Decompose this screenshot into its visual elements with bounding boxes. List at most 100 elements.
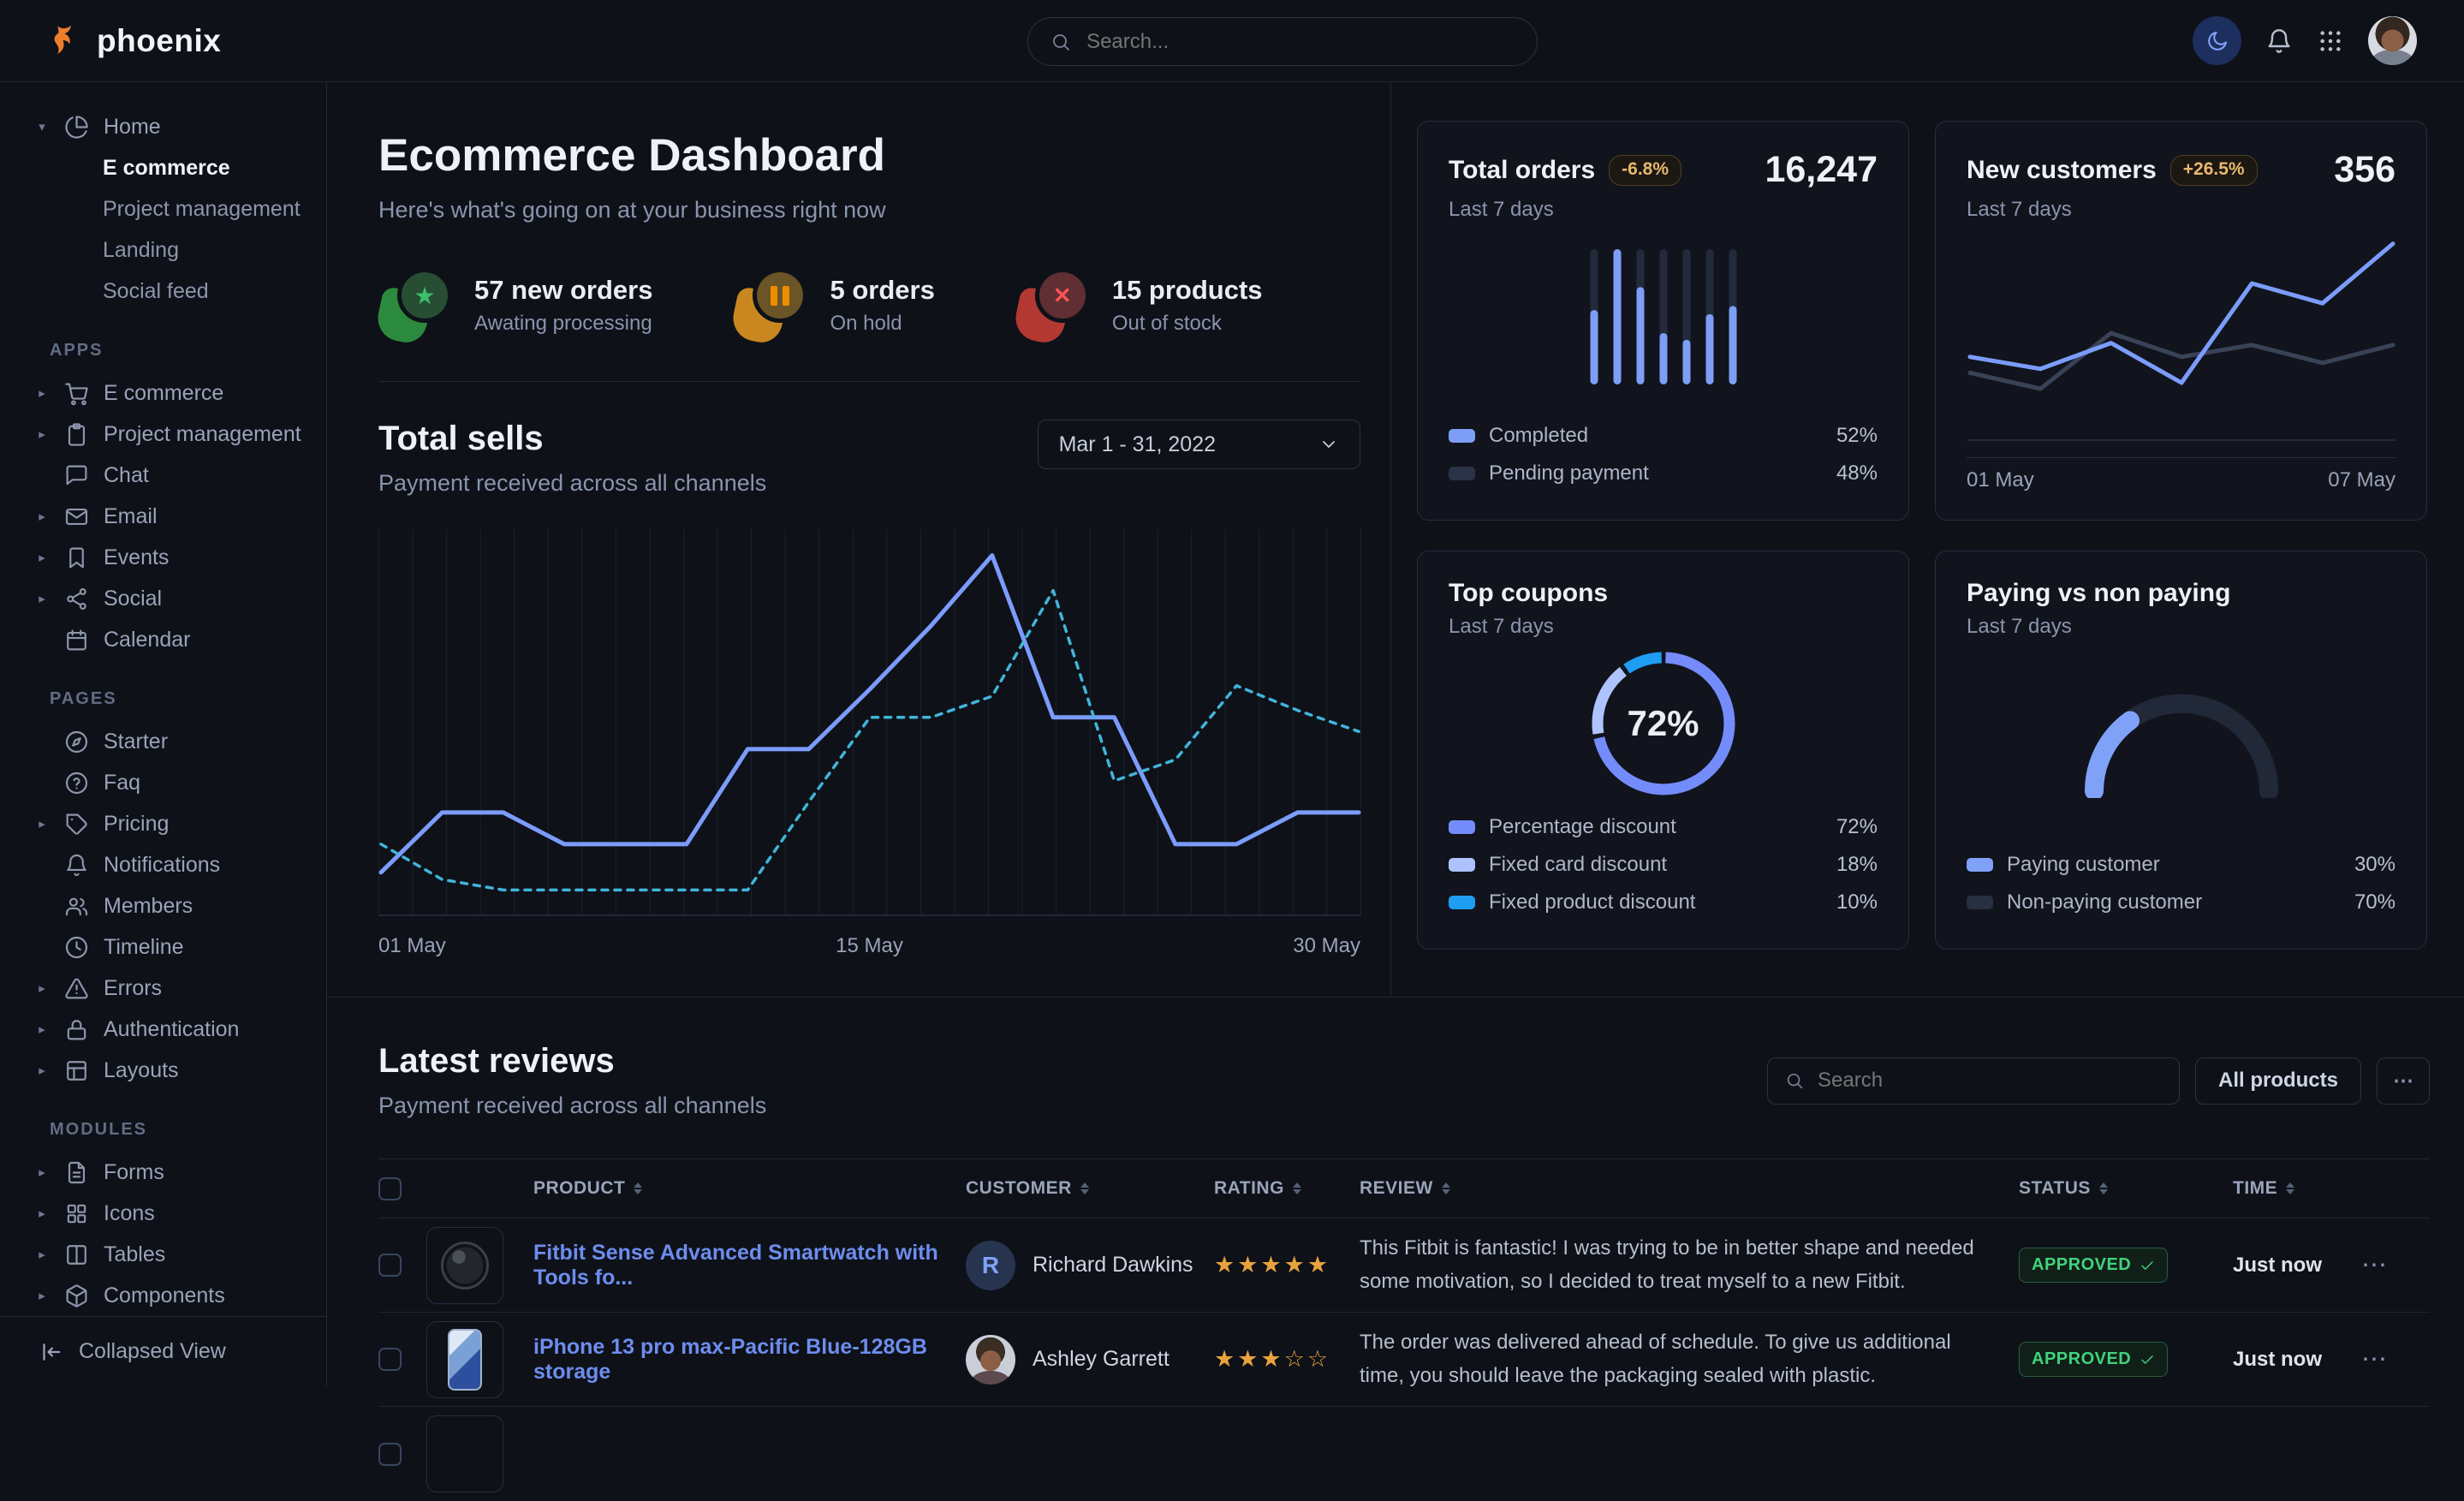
chevron-right-icon: ▸ xyxy=(34,1022,50,1037)
chevron-down-icon xyxy=(1318,434,1339,455)
row-checkbox[interactable] xyxy=(378,1254,402,1277)
sidebar-item-social[interactable]: ▸ Social xyxy=(34,578,306,619)
stat-out-of-stock: ✕ 15 products Out of stock xyxy=(1016,268,1263,342)
sidebar-item-pricing[interactable]: ▸ Pricing xyxy=(34,803,306,844)
customer-initial-avatar: R xyxy=(966,1241,1015,1290)
apps-grid-icon xyxy=(2317,27,2344,55)
column-review[interactable]: REVIEW xyxy=(1360,1178,2019,1199)
help-circle-icon xyxy=(64,771,89,795)
sidebar-item-members[interactable]: Members xyxy=(34,885,306,926)
brand-logo[interactable]: phoenix xyxy=(47,23,221,59)
legend-completed: Completed 52% xyxy=(1449,417,1878,455)
sidebar-item-email[interactable]: ▸ Email xyxy=(34,496,306,537)
box-icon xyxy=(64,1284,89,1308)
legend-paying-customer: Paying customer 30% xyxy=(1967,846,2396,884)
kpi-cards-column: Total orders -6.8% 16,247 Last 7 days Co… xyxy=(1391,82,2464,997)
sort-icon xyxy=(2286,1182,2294,1194)
sidebar: ▾ Home E commerce Project management Lan… xyxy=(0,82,327,1386)
legend-pending-payment: Pending payment 48% xyxy=(1449,455,1878,492)
date-range-select[interactable]: Mar 1 - 31, 2022 xyxy=(1038,420,1360,469)
sidebar-item-errors[interactable]: ▸ Errors xyxy=(34,968,306,1009)
sidebar-section-apps: APPS xyxy=(50,341,306,360)
column-customer[interactable]: CUSTOMER xyxy=(966,1178,1214,1199)
product-thumbnail[interactable] xyxy=(426,1415,503,1492)
column-status[interactable]: STATUS xyxy=(2019,1178,2233,1199)
total-sells-title: Total sells xyxy=(378,420,766,458)
dashboard-main-column: Ecommerce Dashboard Here's what's going … xyxy=(327,82,1391,997)
select-all-checkbox[interactable] xyxy=(378,1177,402,1200)
sidebar-item-events[interactable]: ▸ Events xyxy=(34,537,306,578)
chevron-right-icon: ▸ xyxy=(34,1247,50,1262)
row-checkbox[interactable] xyxy=(378,1443,402,1466)
x-tick: 01 May xyxy=(1967,468,2034,492)
row-more-button[interactable]: ⋯ xyxy=(2361,1250,2430,1280)
sidebar-item-tables[interactable]: ▸ Tables xyxy=(34,1234,306,1275)
sidebar-item-landing[interactable]: Landing xyxy=(34,229,306,271)
all-products-filter-button[interactable]: All products xyxy=(2195,1057,2361,1105)
reviews-more-button[interactable]: ⋯ xyxy=(2377,1057,2430,1105)
sidebar-item-notifications[interactable]: Notifications xyxy=(34,844,306,885)
sidebar-item-starter[interactable]: Starter xyxy=(34,721,306,762)
mail-icon xyxy=(64,504,89,529)
customer-photo-avatar xyxy=(966,1335,1015,1385)
chevron-right-icon: ▸ xyxy=(34,385,50,401)
status-badge: APPROVED xyxy=(2019,1342,2168,1377)
product-link[interactable]: Fitbit Sense Advanced Smartwatch with To… xyxy=(533,1241,938,1290)
status-badge: APPROVED xyxy=(2019,1248,2168,1283)
global-search[interactable] xyxy=(1027,17,1538,66)
sidebar-item-layouts[interactable]: ▸ Layouts xyxy=(34,1050,306,1091)
row-checkbox[interactable] xyxy=(378,1348,402,1371)
x-tick: 01 May xyxy=(378,934,446,958)
sidebar-item-project-management-app[interactable]: ▸ Project management xyxy=(34,414,306,455)
brand-name: phoenix xyxy=(97,23,221,59)
sidebar-item-label: Home xyxy=(104,115,161,140)
order-stats-row: ★ 57 new orders Awating processing xyxy=(378,268,1360,382)
chevron-right-icon: ▸ xyxy=(34,509,50,524)
column-product[interactable]: PRODUCT xyxy=(533,1178,966,1199)
collapse-sidebar-button[interactable]: Collapsed View xyxy=(0,1316,326,1386)
legend-non-paying-customer: Non-paying customer 70% xyxy=(1967,884,2396,921)
chevron-right-icon: ▸ xyxy=(34,550,50,565)
reviews-table: PRODUCT CUSTOMER RATING REVIEW STATUS xyxy=(378,1159,2430,1501)
reviews-search-input[interactable] xyxy=(1816,1068,2162,1093)
stat-orders-on-hold: 5 orders On hold xyxy=(734,268,934,342)
column-rating[interactable]: RATING xyxy=(1214,1178,1360,1199)
sidebar-item-calendar[interactable]: Calendar xyxy=(34,619,306,660)
user-avatar[interactable] xyxy=(2368,16,2417,65)
product-link[interactable]: iPhone 13 pro max-Pacific Blue-128GB sto… xyxy=(533,1335,927,1384)
product-thumbnail-iphone[interactable] xyxy=(426,1321,503,1398)
sidebar-item-authentication[interactable]: ▸ Authentication xyxy=(34,1009,306,1050)
sidebar-section-modules: MODULES xyxy=(50,1120,306,1140)
share-icon xyxy=(64,587,89,611)
sidebar-item-forms[interactable]: ▸ Forms xyxy=(34,1152,306,1193)
sidebar-item-ecommerce-app[interactable]: ▸ E commerce xyxy=(34,372,306,414)
bookmark-icon xyxy=(64,545,89,570)
sort-icon xyxy=(634,1182,642,1194)
notifications-button[interactable] xyxy=(2265,27,2293,55)
sidebar-item-ecommerce-dashboard[interactable]: E commerce xyxy=(34,147,306,188)
product-thumbnail-smartwatch[interactable] xyxy=(426,1227,503,1304)
column-time[interactable]: TIME xyxy=(2233,1178,2361,1199)
alert-triangle-icon xyxy=(64,976,89,1001)
sidebar-item-home[interactable]: ▾ Home xyxy=(34,106,306,147)
table-row: iPhone 13 pro max-Pacific Blue-128GB sto… xyxy=(378,1313,2430,1407)
sidebar-item-chat[interactable]: Chat xyxy=(34,455,306,496)
chevron-right-icon: ▸ xyxy=(34,1164,50,1180)
sidebar-item-project-management-dashboard[interactable]: Project management xyxy=(34,188,306,229)
review-time: Just now xyxy=(2233,1254,2361,1278)
row-more-button[interactable]: ⋯ xyxy=(2361,1344,2430,1374)
apps-menu-button[interactable] xyxy=(2317,27,2344,55)
theme-toggle-button[interactable] xyxy=(2193,16,2241,65)
review-text: This Fitbit is fantastic! I was trying t… xyxy=(1360,1232,2019,1298)
paying-vs-non-paying-card: Paying vs non paying Last 7 days Paying … xyxy=(1935,551,2427,950)
sidebar-item-faq[interactable]: Faq xyxy=(34,762,306,803)
sidebar-item-components[interactable]: ▸ Components xyxy=(34,1275,306,1316)
table-row-partial xyxy=(378,1407,2430,1501)
sidebar-item-icons[interactable]: ▸ Icons xyxy=(34,1193,306,1234)
reviews-search[interactable] xyxy=(1767,1057,2180,1105)
sidebar-item-social-feed[interactable]: Social feed xyxy=(34,271,306,312)
sort-icon xyxy=(1293,1182,1301,1194)
sidebar-item-timeline[interactable]: Timeline xyxy=(34,926,306,968)
on-hold-pause-icon xyxy=(734,268,807,342)
search-input[interactable] xyxy=(1085,29,1515,55)
